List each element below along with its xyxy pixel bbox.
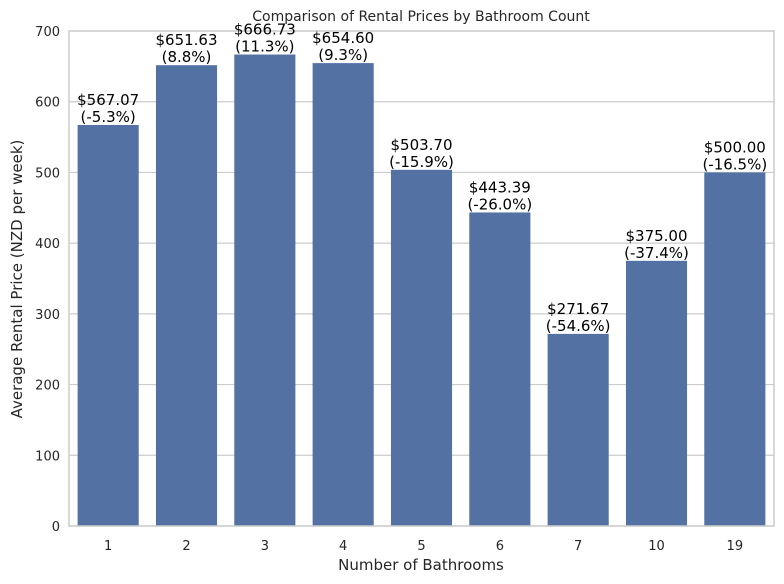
bar-percent-label: (-15.9%) — [389, 153, 454, 171]
x-axis-label: Number of Bathrooms — [338, 556, 504, 574]
bar-value-label: $651.63 — [155, 31, 217, 49]
y-tick-label: 600 — [35, 96, 60, 111]
bar-percent-label: (-5.3%) — [81, 108, 136, 126]
bar-percent-label: (-16.5%) — [702, 155, 767, 173]
y-axis-label: Average Rental Price (NZD per week) — [8, 140, 26, 419]
bar-labels: $567.07(-5.3%) $651.63(8.8%) $666.73(11.3%… — [77, 21, 767, 335]
y-tick-label: 500 — [35, 166, 60, 181]
y-tick-labels: 0 100 200 300 400 500 600 700 — [35, 25, 60, 535]
x-tick-label: 7 — [574, 539, 582, 554]
y-tick-label: 700 — [35, 25, 60, 40]
bar-value-label: $567.07 — [77, 91, 139, 109]
x-tick-label: 19 — [727, 539, 744, 554]
bar-value-label: $375.00 — [625, 227, 687, 245]
y-tick-label: 0 — [52, 520, 60, 535]
bar — [469, 212, 531, 526]
bar-value-label: $500.00 — [704, 138, 766, 156]
bar-value-label: $443.39 — [469, 178, 531, 196]
bar — [704, 172, 766, 526]
bar-percent-label: (9.3%) — [318, 46, 368, 64]
bar — [547, 333, 609, 526]
y-tick-label: 300 — [35, 308, 60, 323]
bar-percent-label: (8.8%) — [162, 48, 212, 66]
x-tick-label: 6 — [496, 539, 504, 554]
x-tick-label: 10 — [648, 539, 665, 554]
bar — [312, 63, 374, 527]
bar — [155, 65, 218, 526]
bar-percent-label: (-37.4%) — [624, 244, 689, 262]
x-tick-label: 4 — [339, 539, 347, 554]
bar-value-label: $503.70 — [390, 136, 452, 154]
bar-percent-label: (11.3%) — [235, 38, 294, 56]
bar — [234, 54, 296, 526]
bar-value-label: $654.60 — [312, 29, 374, 47]
x-tick-label: 1 — [104, 539, 112, 554]
y-tick-label: 100 — [35, 449, 60, 464]
y-tick-label: 200 — [35, 379, 60, 394]
bar — [390, 169, 453, 527]
bar — [77, 125, 139, 527]
x-tick-label: 2 — [182, 539, 190, 554]
bar-value-label: $271.67 — [547, 300, 609, 318]
plot-frame — [68, 30, 775, 527]
plot-border — [68, 30, 775, 527]
y-tick-label: 400 — [35, 237, 60, 252]
x-tick-labels: 1 2 3 4 5 6 7 10 19 — [104, 539, 743, 554]
bar-percent-label: (-54.6%) — [546, 317, 611, 335]
x-tick-label: 5 — [417, 539, 425, 554]
bar — [625, 260, 688, 526]
bars — [77, 54, 766, 527]
x-tick-label: 3 — [261, 539, 269, 554]
bar-percent-label: (-26.0%) — [467, 195, 532, 213]
chart-title: Comparison of Rental Prices by Bathroom … — [252, 9, 590, 25]
bar-value-label: $666.73 — [234, 21, 296, 39]
